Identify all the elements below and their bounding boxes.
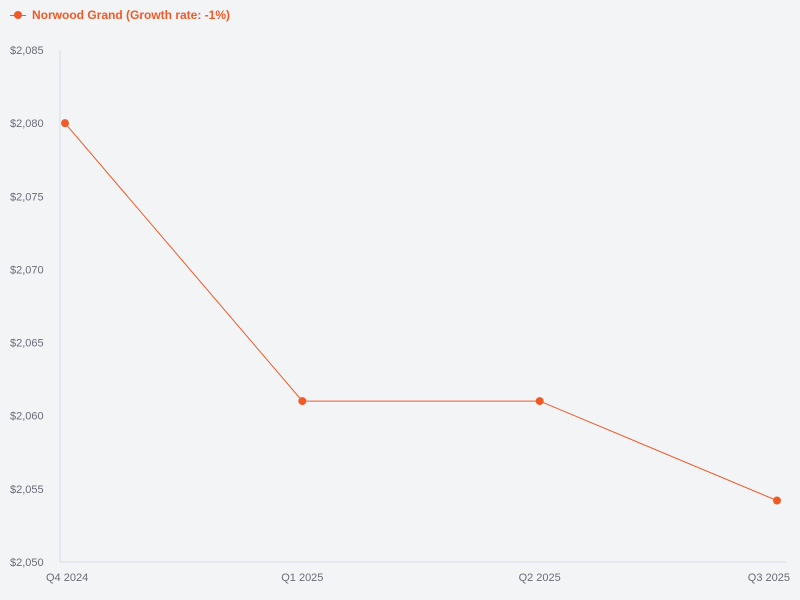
axes (59, 50, 786, 563)
x-tick-label: Q2 2025 (519, 572, 561, 584)
y-tick-label: $2,065 (10, 338, 44, 350)
y-tick-label: $2,050 (10, 557, 44, 569)
legend-marker-icon (10, 10, 26, 20)
series (61, 119, 781, 505)
data-point[interactable] (61, 119, 69, 128)
x-tick-label: Q4 2024 (46, 572, 88, 584)
y-axis-ticks: $2,050 $2,055 $2,060 $2,065 $2,070 $2,075 $2,0… (10, 45, 44, 569)
legend[interactable]: Norwood Grand (Growth rate: -1%) (10, 8, 230, 22)
data-point[interactable] (298, 397, 307, 406)
series-line (64, 122, 778, 502)
y-tick-label: $2,075 (10, 191, 44, 203)
y-tick-label: $2,055 (10, 484, 44, 496)
legend-label: Norwood Grand (Growth rate: -1%) (32, 8, 230, 22)
x-tick-label: Q1 2025 (281, 572, 323, 584)
y-tick-label: $2,060 (10, 411, 44, 423)
y-tick-label: $2,080 (10, 118, 44, 130)
x-tick-label: Q3 2025 (748, 572, 790, 584)
y-tick-label: $2,070 (10, 264, 44, 276)
data-point[interactable] (773, 496, 781, 505)
data-point[interactable] (535, 397, 544, 406)
y-tick-label: $2,085 (10, 45, 44, 57)
x-axis-ticks: Q4 2024 Q1 2025 Q2 2025 Q3 2025 (46, 572, 790, 584)
